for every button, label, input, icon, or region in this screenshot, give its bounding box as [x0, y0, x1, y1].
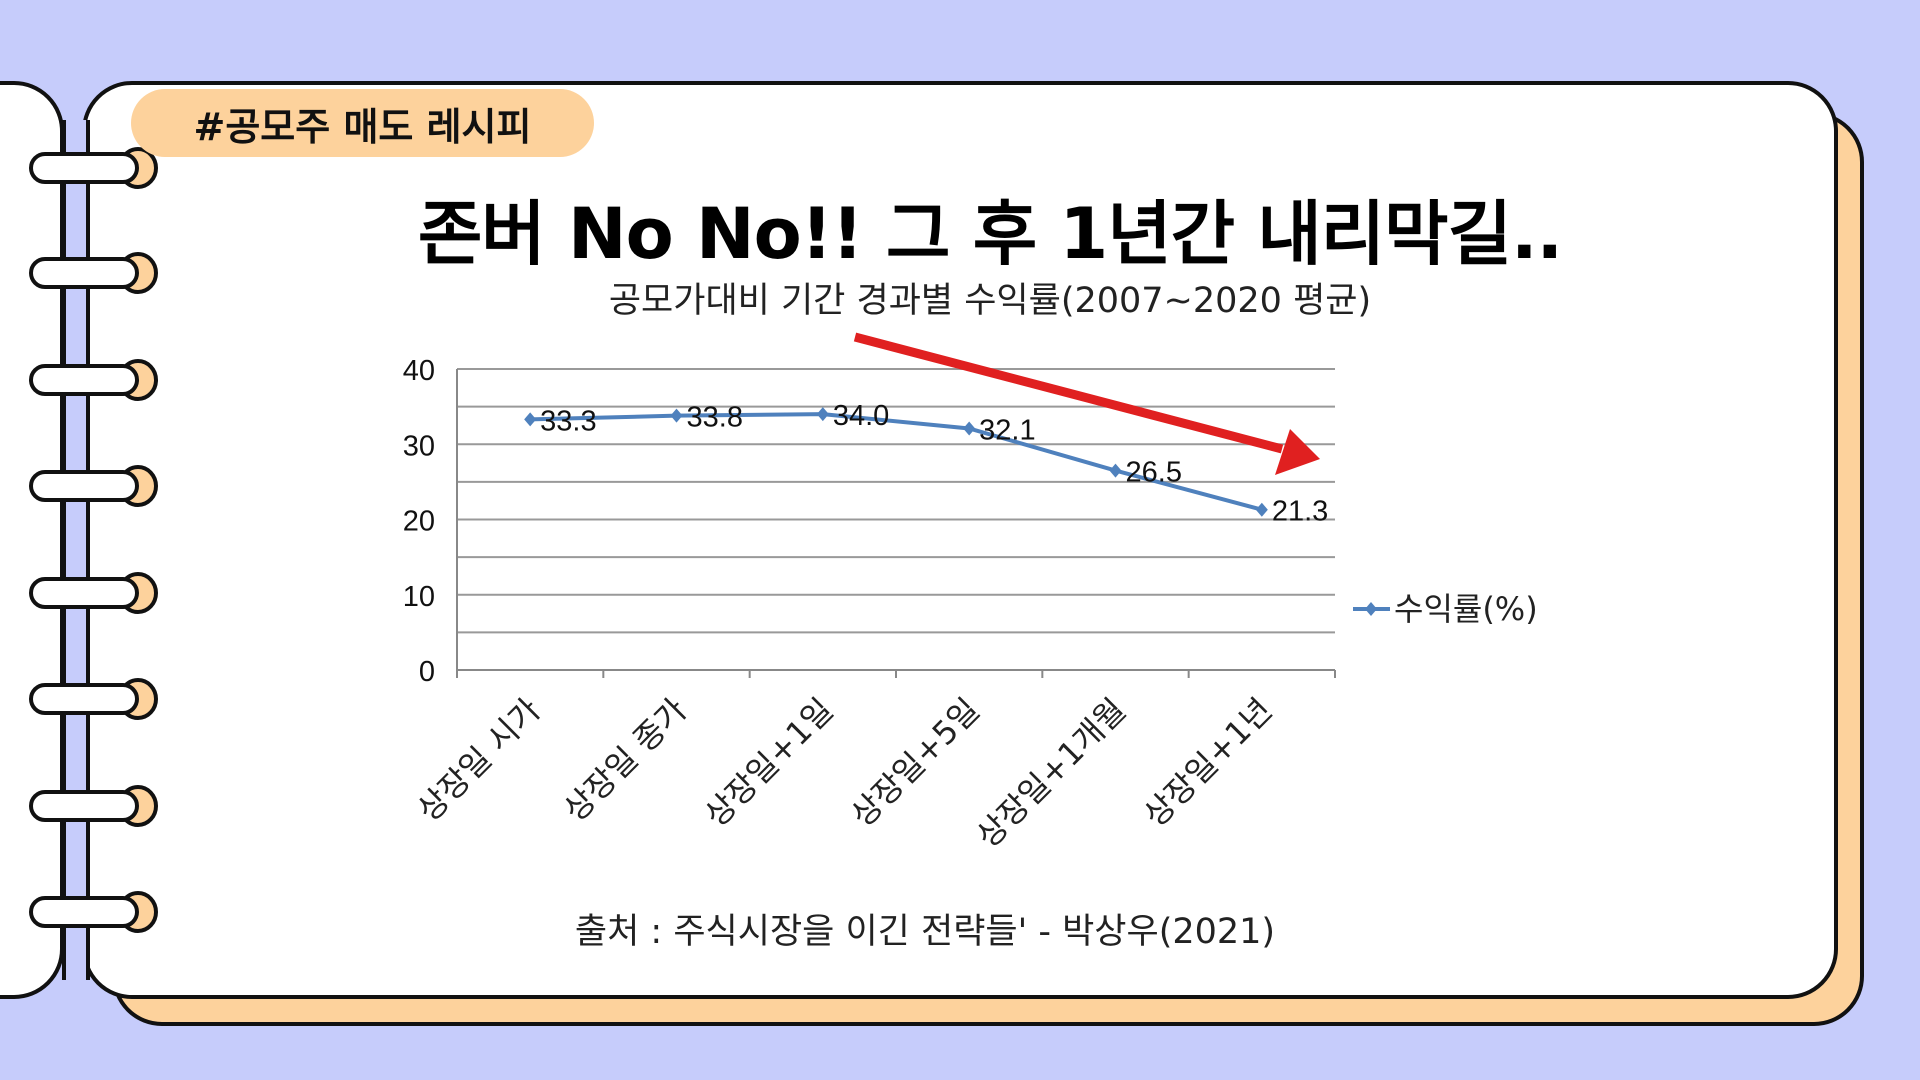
legend-label: 수익률(%) [1394, 590, 1538, 628]
data-label: 32.1 [979, 414, 1035, 446]
binder-ring-icon [29, 572, 158, 614]
y-tick-label: 10 [403, 581, 435, 613]
data-point [670, 408, 683, 423]
trend-arrow [853, 332, 1284, 454]
data-point [816, 407, 829, 422]
x-tick-label: 상장일 시가 [410, 691, 548, 829]
hashtag-badge: #공모주 매도 레시피 [131, 89, 594, 157]
y-tick-label: 0 [419, 656, 435, 688]
binder-ring-icon [29, 785, 158, 827]
data-label: 26.5 [1126, 457, 1182, 489]
page-title: 존버 No No!! 그 후 1년간 내리막길.. [417, 193, 1563, 275]
chart-title: 공모가대비 기간 경과별 수익률(2007~2020 평균) [608, 281, 1372, 321]
data-label: 34.0 [833, 400, 889, 432]
data-label: 33.8 [687, 402, 743, 434]
x-tick-label: 상장일+1개월 [969, 691, 1133, 855]
y-tick-label: 30 [403, 430, 435, 462]
binder-ring-icon [29, 465, 158, 507]
series-line [530, 412, 1263, 512]
data-label: 33.3 [540, 405, 596, 437]
binder-ring-icon [29, 678, 158, 720]
y-tick-label: 20 [403, 506, 435, 538]
arrow-head-icon [1275, 429, 1320, 475]
legend-marker [1365, 602, 1377, 616]
source-caption: 출처 : 주식시장을 이긴 전략들' - 박상우(2021) [574, 912, 1276, 952]
binder-ring-icon [29, 147, 158, 189]
x-tick-label: 상장일 종가 [556, 691, 694, 829]
data-point [1109, 463, 1122, 478]
x-tick-label: 상장일+1일 [697, 691, 840, 834]
binder-ring-icon [29, 891, 158, 933]
binder-ring-icon [29, 252, 158, 294]
data-point [963, 421, 976, 436]
hashtag-text: #공모주 매도 레시피 [193, 104, 532, 149]
notebook-page [82, 81, 1838, 999]
data-point [1255, 502, 1268, 517]
y-tick-label: 40 [403, 355, 435, 387]
x-tick-label: 상장일+1년 [1136, 691, 1279, 834]
x-tick-label: 상장일+5일 [843, 691, 986, 834]
data-point [524, 412, 537, 427]
data-label: 21.3 [1272, 496, 1328, 528]
binder-ring-icon [29, 359, 158, 401]
